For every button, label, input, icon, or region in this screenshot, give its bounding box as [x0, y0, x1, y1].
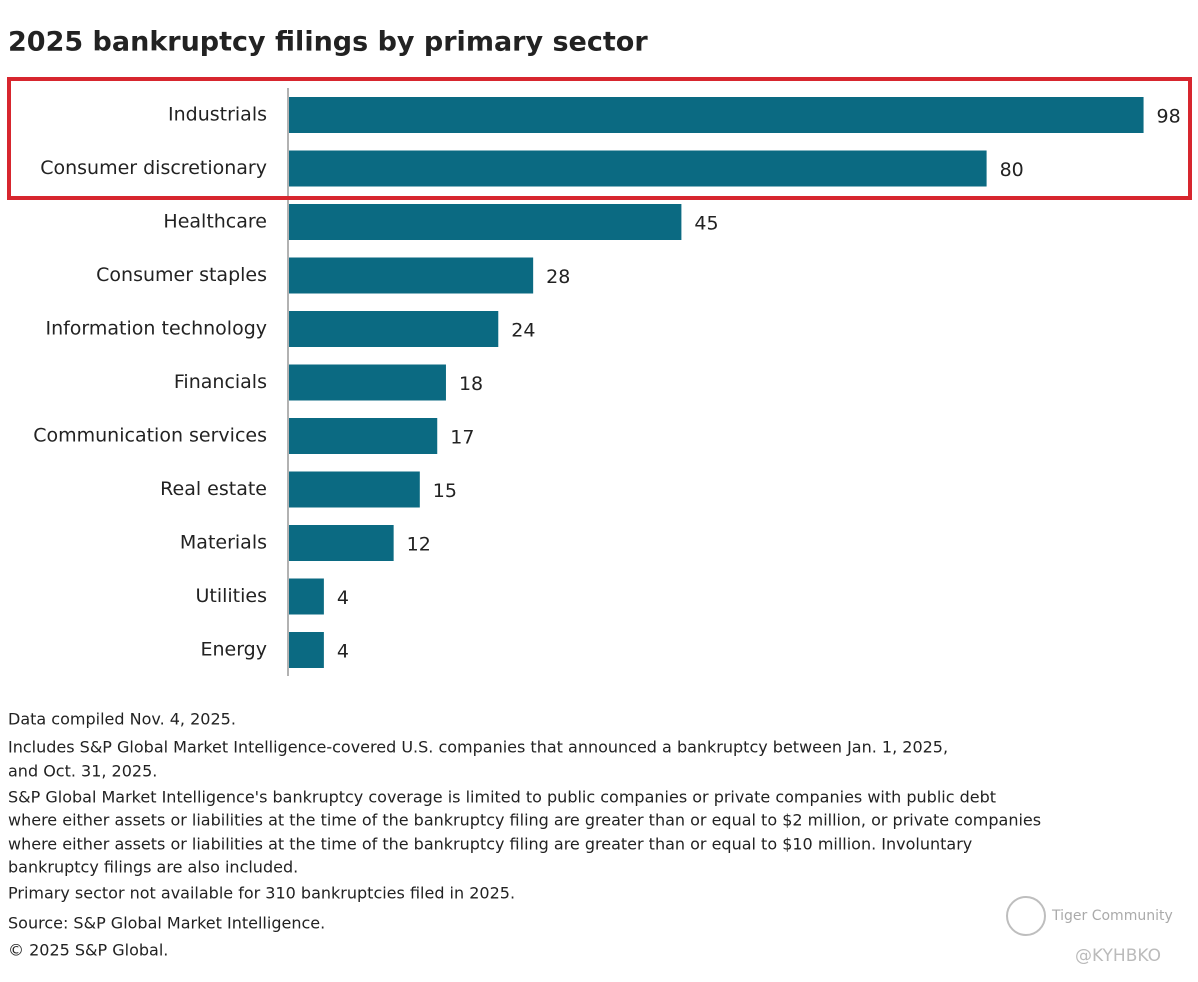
bar — [289, 150, 987, 187]
footnote: where either assets or liabilities at th… — [8, 835, 972, 854]
footnote: S&P Global Market Intelligence's bankrup… — [8, 788, 996, 807]
footnote: Primary sector not available for 310 ban… — [8, 884, 515, 903]
value-label: 15 — [433, 480, 457, 502]
category-label: Real estate — [160, 478, 267, 500]
bar — [289, 97, 1144, 133]
value-label: 98 — [1157, 106, 1181, 128]
category-label: Consumer discretionary — [40, 157, 267, 179]
category-label: Materials — [180, 532, 267, 554]
category-label: Consumer staples — [96, 264, 267, 286]
logo-circle — [1006, 896, 1046, 936]
category-label: Industrials — [168, 104, 267, 126]
value-label: 4 — [337, 587, 349, 609]
value-label: 80 — [1000, 159, 1024, 181]
bar — [289, 632, 324, 668]
category-label: Energy — [200, 639, 267, 661]
footnote: and Oct. 31, 2025. — [8, 762, 157, 781]
footnote: © 2025 S&P Global. — [8, 941, 168, 960]
value-label: 18 — [459, 373, 483, 395]
watermark: Tiger Community — [1051, 908, 1173, 924]
bar — [289, 204, 682, 240]
value-label: 45 — [694, 213, 718, 235]
footnote: Includes S&P Global Market Intelligence-… — [8, 738, 948, 757]
value-label: 17 — [450, 427, 474, 449]
watermark: @KYHBKO — [1075, 946, 1161, 966]
bar — [289, 311, 499, 347]
footnote: Source: S&P Global Market Intelligence. — [8, 914, 325, 933]
bar — [289, 418, 438, 454]
category-label: Information technology — [45, 318, 267, 340]
bar — [289, 525, 394, 561]
bar — [289, 257, 534, 294]
value-label: 28 — [546, 266, 570, 288]
bar — [289, 471, 420, 508]
value-label: 12 — [407, 534, 431, 556]
bar — [289, 364, 446, 401]
chart-title: 2025 bankruptcy filings by primary secto… — [8, 27, 648, 58]
category-label: Healthcare — [163, 211, 267, 233]
footnote: bankruptcy filings are also included. — [8, 858, 298, 877]
category-label: Utilities — [195, 585, 267, 607]
highlight-box — [7, 77, 1192, 200]
bar — [289, 578, 324, 615]
value-label: 24 — [511, 320, 535, 342]
footnote: Data compiled Nov. 4, 2025. — [8, 710, 236, 729]
footnote: where either assets or liabilities at th… — [8, 811, 1041, 830]
category-label: Financials — [174, 371, 267, 393]
category-label: Communication services — [33, 425, 267, 447]
watermark-logo — [1006, 896, 1046, 936]
value-label: 4 — [337, 641, 349, 663]
